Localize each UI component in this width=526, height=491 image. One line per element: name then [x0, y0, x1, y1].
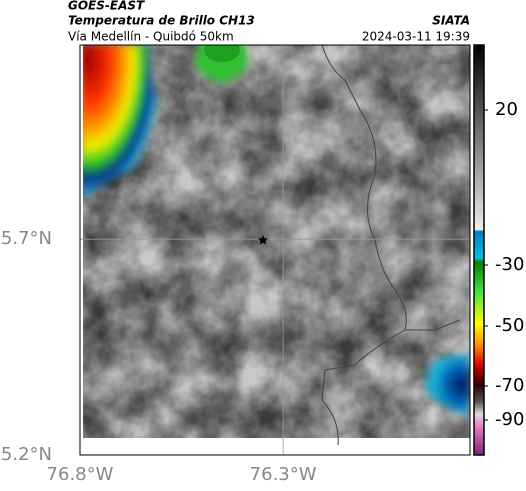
- colorbar-tick-label: 20: [495, 99, 518, 120]
- location-star: [257, 235, 268, 245]
- title: Temperatura de Brillo CH13: [68, 14, 255, 28]
- timestamp: 2024-03-11 19:39: [362, 30, 470, 44]
- colorbar-tick-label: -90: [495, 409, 524, 430]
- subtitle: Vía Medellín - Quibdó 50km: [68, 30, 234, 44]
- colorbar-tick-label: -70: [495, 375, 524, 396]
- satellite-image: [80, 45, 470, 455]
- colorbar: [473, 44, 485, 456]
- source: GOES-EAST: [68, 0, 145, 13]
- x-tick-label: 76.3°W: [250, 464, 317, 485]
- y-tick-label: 5.2°N: [1, 444, 52, 465]
- map-frame: [79, 44, 471, 456]
- colorbar-tick-label: -50: [495, 315, 524, 336]
- agency: SIATA: [432, 14, 470, 28]
- y-tick-label: 5.7°N: [1, 228, 52, 249]
- x-tick-label: 76.8°W: [47, 464, 114, 485]
- colorbar-tick-label: -30: [495, 254, 524, 275]
